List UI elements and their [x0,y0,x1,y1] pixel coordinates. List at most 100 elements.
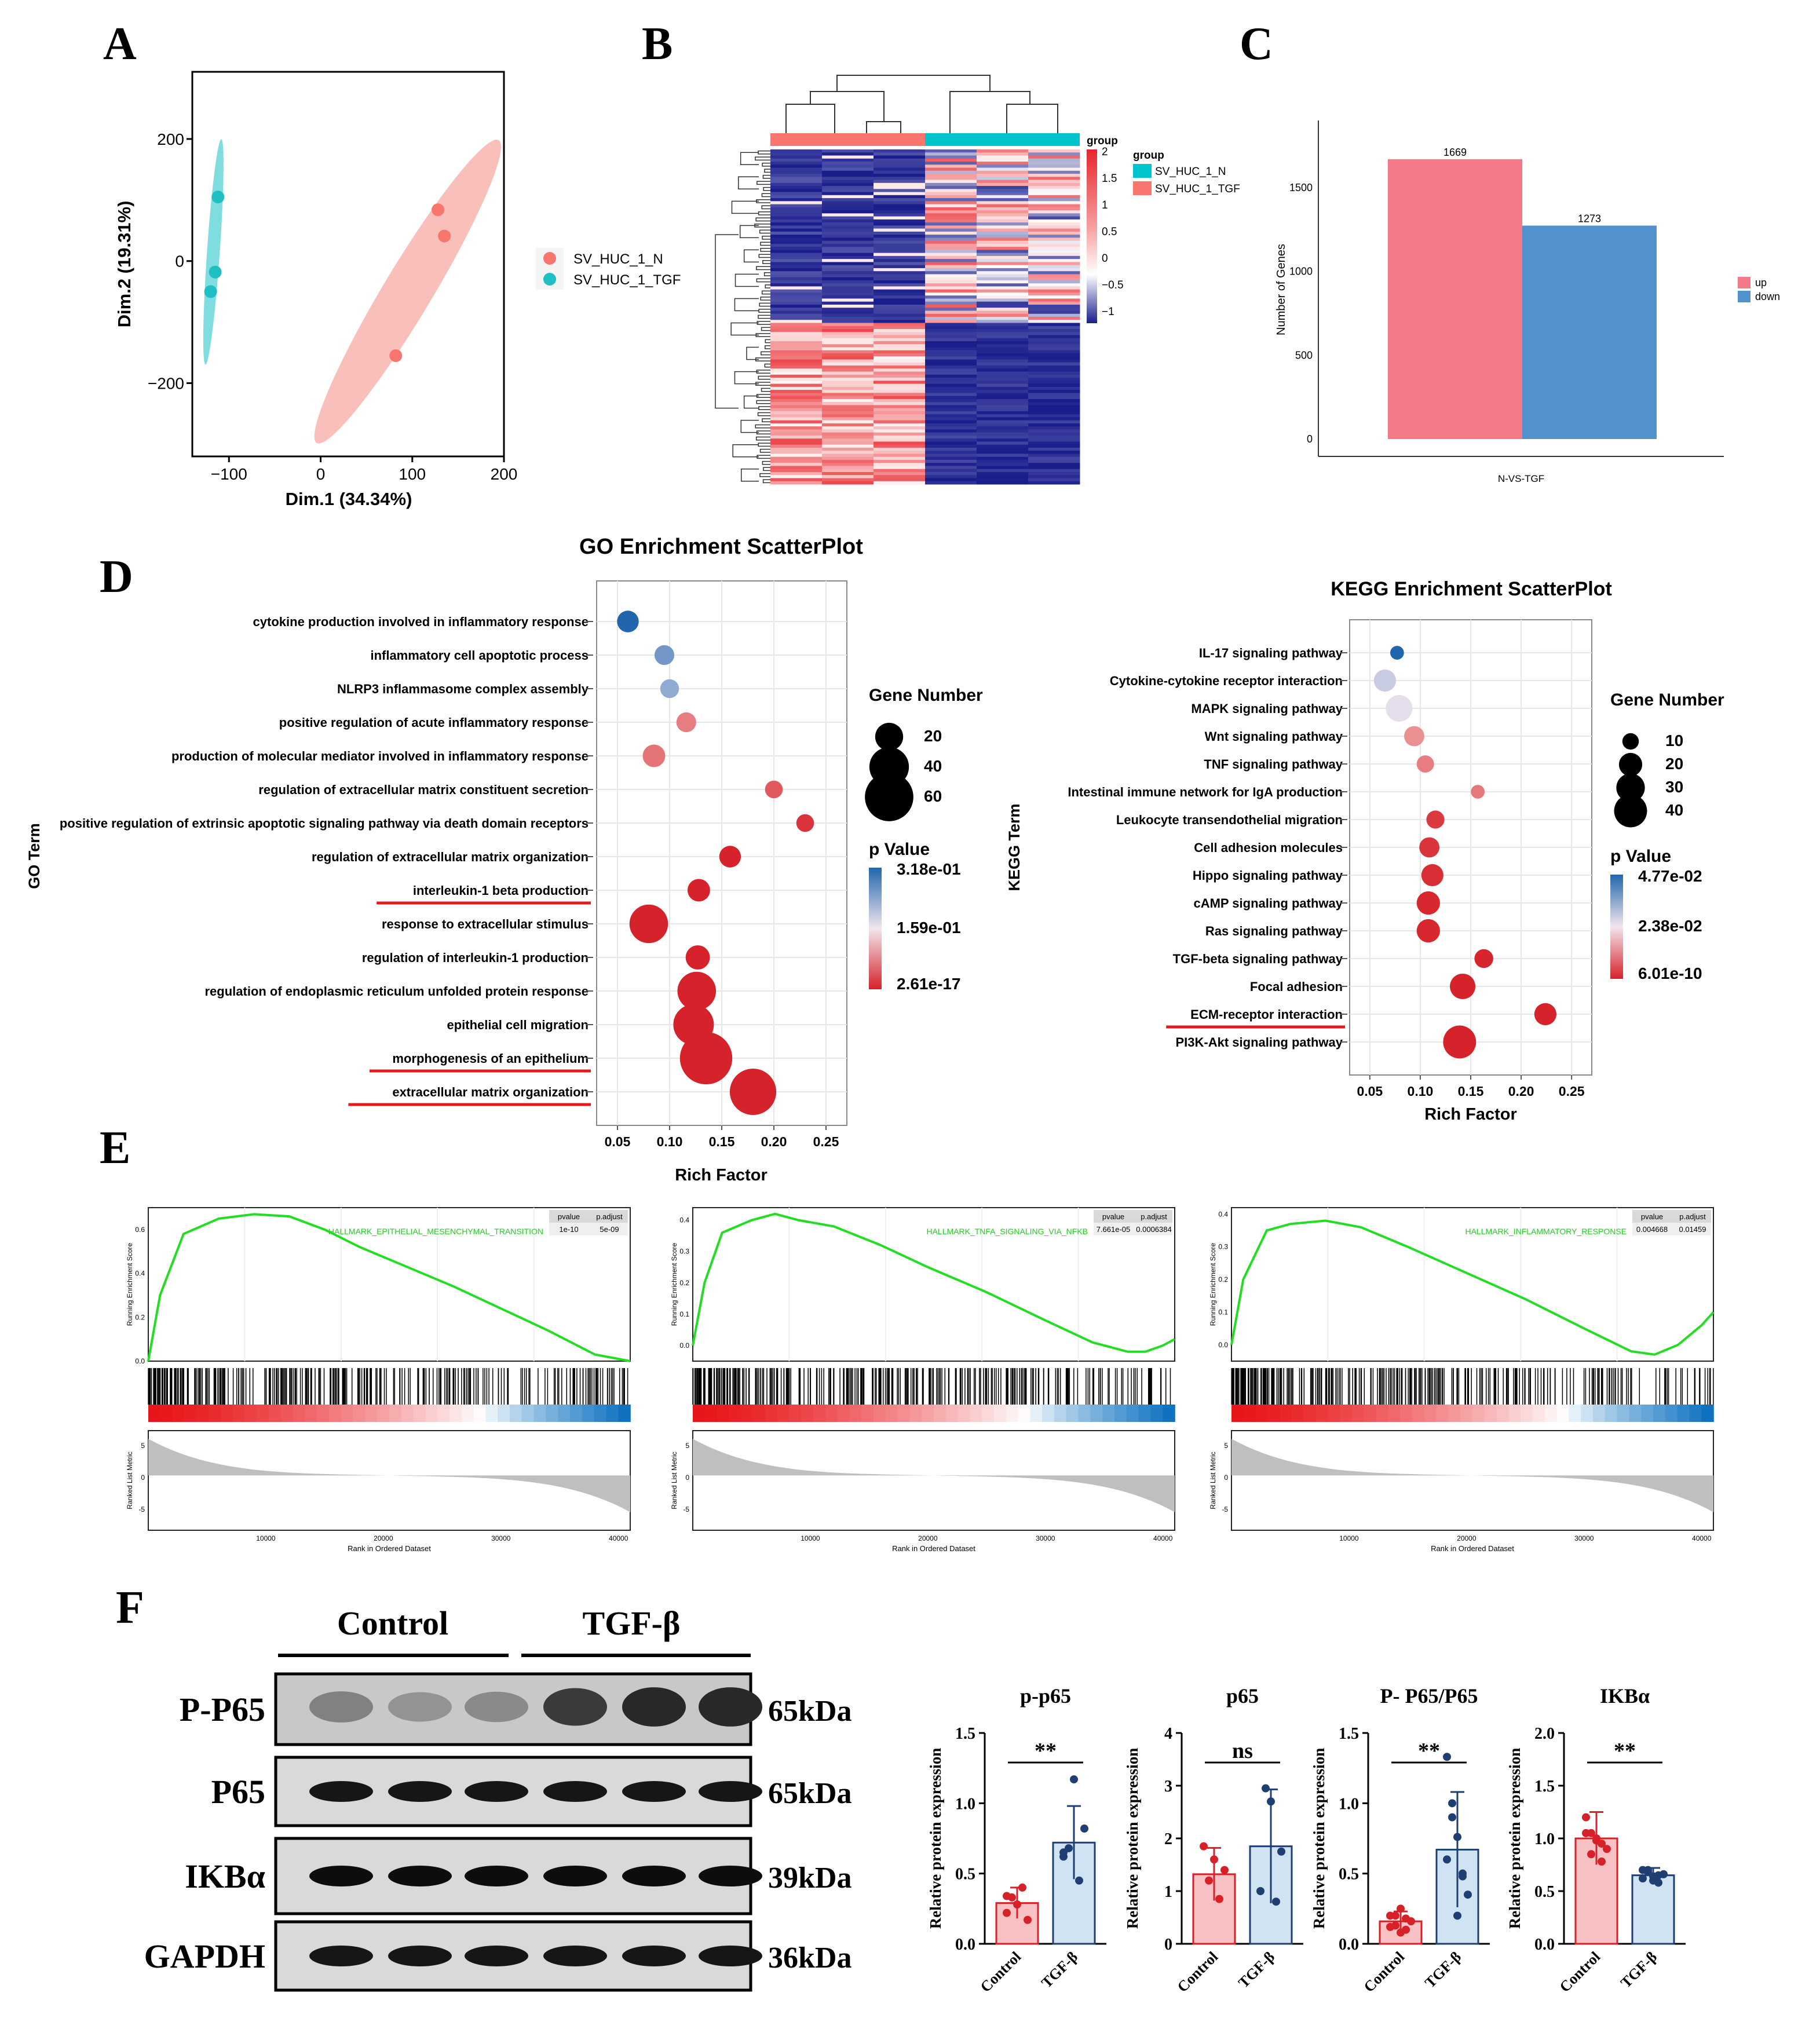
heatmap-cell [1028,231,1080,235]
blot-band [699,1687,762,1727]
heatmap-cell [770,405,823,409]
heatmap-cell [1028,405,1080,409]
deg-bar-label: 1273 [1578,213,1601,225]
heatmap-cell [1028,210,1080,214]
heatmap-cell [977,243,1029,247]
heatmap-cell [925,326,977,330]
heatmap-cell [925,359,977,363]
gsea-rank-color-strip [1150,1405,1163,1422]
heatmap-cell [770,402,823,405]
heatmap-cell [874,417,926,421]
kegg-x-tick-label: 0.25 [1559,1084,1585,1099]
kegg-point [1534,1003,1556,1026]
go-term-label: regulation of extracellular matrix const… [258,783,589,797]
heatmap-cell [822,243,874,247]
heatmap-cell [925,420,977,424]
heatmap-cell [925,459,977,463]
heatmap-cell [977,231,1029,235]
heatmap-cell [822,253,874,257]
heatmap-cell [925,301,977,305]
heatmap-cell [822,262,874,266]
heatmap-cell [977,186,1029,189]
gsea-rank-color-strip [704,1405,718,1422]
heatmap-cell [770,310,823,315]
heatmap-cell [977,255,1029,259]
gsea-rank-color-strip [449,1405,462,1422]
gsea-plot: 0.0 0.1 0.2 0.3 0.4 Running Enrichment Score H… [670,1207,1175,1553]
heatmap-cell [874,219,926,223]
kegg-term-label: Leukocyte transendothelial migration [1116,813,1343,827]
heatmap-cell [874,383,926,387]
heatmap-cell [1028,292,1080,296]
gsea-rank-color-strip [437,1405,450,1422]
gsea-y-tick-label: 0.4 [135,1270,145,1278]
heatmap-cell [977,192,1029,196]
protein-data-point [1267,1797,1275,1806]
heatmap-cell [925,198,977,202]
heatmap-cell [925,225,977,229]
heatmap-cell [874,295,926,299]
kegg-title: KEGG Enrichment ScatterPlot [1331,578,1612,600]
heatmap-cell [770,451,823,454]
heatmap-cell [977,408,1029,412]
heatmap-cell [925,481,977,485]
heatmap-cell [874,402,926,405]
heatmap-cell [1028,451,1080,454]
go-term-label: inflammatory cell apoptotic process [370,648,589,663]
protein-bar-tgf [1631,1874,1675,1945]
gsea-rank-color-strip [1581,1405,1594,1422]
heatmap-cell [1028,408,1080,412]
heatmap-cell [822,338,874,342]
heatmap-cell [977,216,1029,220]
pca-x-tick-label: 0 [316,465,326,483]
heatmap-cell [874,247,926,250]
kegg-size-legend-label: 20 [1665,755,1683,773]
heatmap-legend-title: group [1133,149,1164,162]
heatmap-cell [977,411,1029,415]
heatmap-cell [1028,170,1080,174]
heatmap-cell [822,313,874,317]
gsea-rank-color-strip [945,1405,959,1422]
heatmap-cell [770,478,823,482]
heatmap-cell [822,423,874,427]
gsea-rank-color-strip [329,1405,342,1422]
heatmap-scale-tick: 2 [1102,146,1108,158]
gsea-rank-color-strip [1090,1405,1103,1422]
gsea-rank-color-strip [317,1405,330,1422]
heatmap-cell [874,481,926,485]
heatmap-cell [977,451,1029,454]
gsea-rank-color-strip [717,1405,730,1422]
heatmap-cell [925,383,977,387]
pca-ellipse-tgf [203,139,224,365]
heatmap-cell [977,353,1029,357]
heatmap-cell [770,371,823,375]
heatmap-cell [977,277,1029,281]
go-term-label: cytokine production involved in inflamma… [253,615,589,629]
heatmap-cell [770,280,823,284]
heatmap-cell [770,228,823,232]
gsea-x-tick-label: 40000 [609,1534,628,1542]
kegg-point [1404,726,1424,747]
heatmap-cell [770,186,823,189]
heatmap-cell [770,417,823,421]
protein-plot-x-label: Control [1361,1948,1408,1995]
gsea-rank-color-strip [498,1405,510,1422]
gsea-x-tick-label: 10000 [1339,1534,1359,1542]
protein-data-point [1592,1834,1600,1842]
protein-data-point [1272,1897,1280,1906]
heatmap-cell [874,368,926,372]
heatmap-cell [874,213,926,217]
heatmap-cell [874,381,926,385]
heatmap-cell [1028,289,1080,293]
heatmap-cell [925,255,977,259]
heatmap-cell [1028,420,1080,424]
protein-plot-x-label: TGF-β [1421,1948,1464,1991]
gsea-hit-ticks [692,1368,1171,1405]
heatmap-cell [1028,219,1080,223]
heatmap-cell [822,240,874,244]
protein-data-point [1080,1824,1088,1833]
heatmap-cell [770,149,823,153]
gsea-rank-color-strip [485,1405,498,1422]
heatmap-cell [822,304,874,308]
gsea-es-line [692,1212,1175,1353]
